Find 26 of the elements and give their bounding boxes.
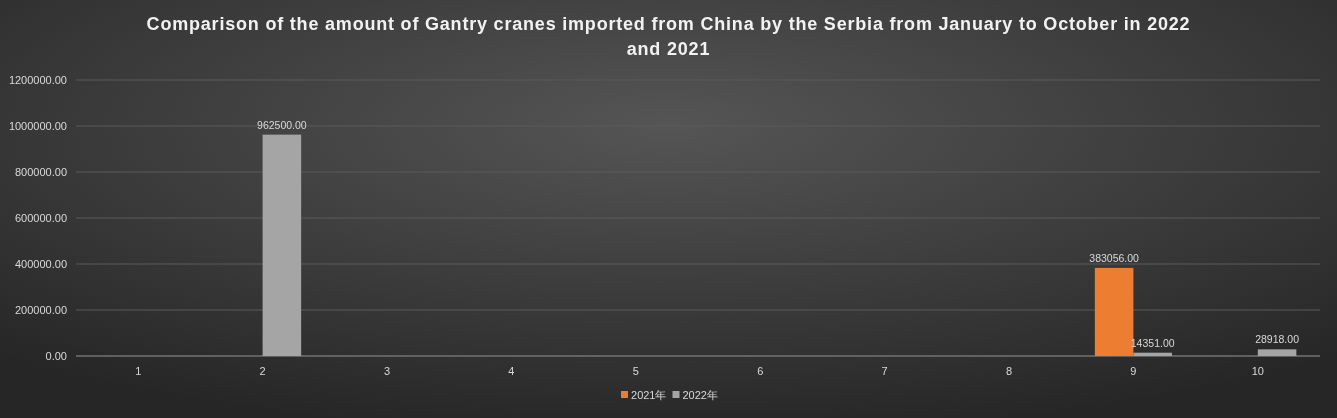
x-tick-label: 5 bbox=[632, 365, 639, 377]
chart-title: Comparison of the amount of Gantry cranes imported from China by the Serbia from January to October in 2022 and 2021 bbox=[146, 14, 1191, 59]
y-tick-label: 1200000.00 bbox=[8, 74, 67, 86]
bar bbox=[262, 134, 302, 356]
x-tick-label: 9 bbox=[1130, 365, 1137, 377]
x-tick-label: 1 bbox=[135, 365, 142, 377]
x-tick-label: 7 bbox=[881, 365, 888, 377]
y-tick-label: 400000.00 bbox=[15, 258, 67, 270]
legend-label: 2021年 bbox=[631, 389, 667, 401]
y-tick-label: 600000.00 bbox=[15, 212, 67, 224]
y-tick-label: 800000.00 bbox=[15, 166, 67, 178]
bar bbox=[1133, 352, 1172, 356]
y-tick-label: 200000.00 bbox=[15, 304, 67, 316]
x-tick-label: 10 bbox=[1251, 365, 1264, 377]
x-tick-label: 8 bbox=[1005, 365, 1013, 377]
x-tick-label: 6 bbox=[757, 365, 764, 377]
y-tick-label: 1000000.00 bbox=[8, 120, 67, 132]
data-label: 383056.00 bbox=[1089, 251, 1140, 264]
data-label: 28918.00 bbox=[1255, 333, 1300, 346]
x-tick-label: 2 bbox=[259, 365, 266, 377]
data-label: 962500.00 bbox=[257, 118, 307, 131]
x-tick-label: 4 bbox=[508, 365, 515, 377]
legend-label: 2022年 bbox=[682, 389, 718, 401]
y-tick-label: 0.00 bbox=[45, 350, 67, 362]
bar bbox=[1257, 349, 1297, 356]
x-tick-label: 3 bbox=[383, 365, 391, 377]
